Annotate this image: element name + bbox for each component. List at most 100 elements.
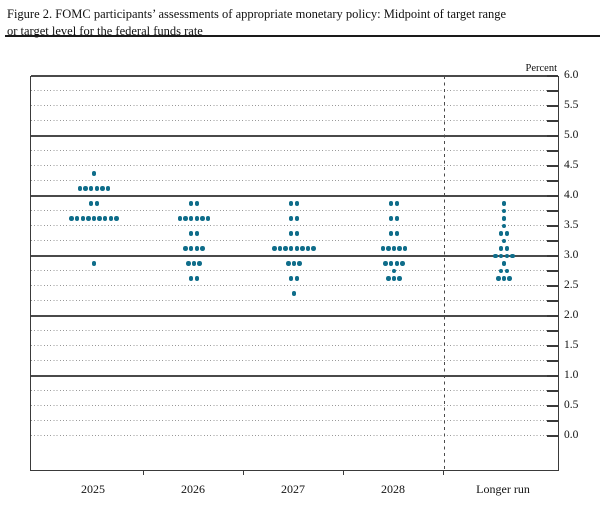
projection-dot-2027-2.875 (297, 261, 302, 266)
projection-dot-2026-3.125 (188, 246, 194, 251)
projection-dot-2026-3.125 (200, 246, 205, 251)
projection-dot-2026-3.625 (188, 216, 194, 221)
projection-dot-2027-3.125 (300, 246, 305, 251)
y-axis-tick-2.75 (547, 270, 558, 272)
y-axis-label-0.5: 0.5 (564, 399, 579, 411)
gridline-solid-1.00 (31, 375, 558, 377)
y-axis-tick-4.00 (547, 195, 558, 197)
gridline-dotted-5.50 (31, 105, 558, 107)
projection-dot-2026-2.875 (191, 261, 197, 266)
gridline-dotted-2.50 (31, 285, 558, 287)
x-axis-boundary-tick (443, 470, 445, 475)
projection-dot-2025-4.125 (83, 186, 88, 191)
projection-dot-longer-run-2.625 (496, 276, 501, 281)
dot-plot-area (30, 75, 559, 471)
x-axis-boundary-tick (143, 470, 145, 475)
projection-dot-2025-3.625 (74, 216, 80, 221)
projection-dot-2027-3.625 (294, 216, 300, 221)
projection-dot-2025-3.625 (80, 216, 86, 221)
gridline-solid-4.00 (31, 195, 558, 197)
y-axis-label-2.5: 2.5 (564, 279, 579, 291)
y-axis-tick-0.00 (547, 435, 558, 437)
projection-dot-2026-3.875 (188, 201, 194, 206)
figure-title: Figure 2. FOMC participants’ assessments… (7, 6, 593, 41)
projection-dot-2026-2.875 (186, 261, 191, 266)
projection-dot-2026-3.125 (194, 246, 200, 251)
projection-dot-2026-3.625 (205, 216, 211, 221)
projection-dot-2027-3.125 (305, 246, 311, 251)
projection-dot-2027-3.625 (288, 216, 294, 221)
projection-dot-2028-3.125 (397, 246, 402, 251)
projection-dot-2025-3.875 (94, 201, 100, 206)
projection-dot-2025-3.625 (91, 216, 97, 221)
projection-dot-2025-4.125 (105, 186, 111, 191)
gridline-dotted-5.75 (31, 90, 558, 92)
projection-dot-2025-4.125 (88, 186, 94, 191)
y-axis-label-3.0: 3.0 (564, 249, 579, 261)
projection-dot-2026-3.375 (194, 231, 200, 236)
x-axis-label-2025: 2025 (81, 482, 105, 496)
gridline-dotted-3.25 (31, 240, 558, 242)
gridline-dotted-2.25 (31, 300, 558, 302)
projection-dot-2027-3.125 (272, 246, 277, 251)
projection-dot-longer-run-3 (493, 253, 498, 259)
y-axis-tick-2.50 (547, 285, 558, 287)
projection-dot-2026-3.625 (194, 216, 200, 221)
y-axis-tick-0.75 (547, 390, 558, 392)
y-axis-tick-1.25 (547, 360, 558, 362)
gridline-solid-6.00 (31, 75, 558, 77)
projection-dot-longer-run-3.25 (501, 238, 507, 244)
gridline-dotted-0.25 (31, 420, 558, 422)
projection-dot-2025-4.125 (100, 186, 105, 191)
y-axis-label-5.5: 5.5 (564, 99, 579, 111)
x-axis-label-2027: 2027 (281, 482, 305, 496)
projection-dot-2025-4.125 (77, 186, 83, 191)
y-axis-label-5.0: 5.0 (564, 129, 579, 141)
projection-dot-longer-run-3.375 (504, 231, 510, 236)
gridline-dotted-2.75 (31, 270, 558, 272)
projection-dot-2027-2.875 (286, 261, 291, 266)
projection-dot-2028-2.625 (386, 276, 391, 281)
projection-dot-2027-2.625 (288, 276, 294, 281)
projection-dot-2027-3.375 (294, 231, 300, 236)
projection-dot-longer-run-3.5 (501, 223, 507, 229)
x-axis-label-2026: 2026 (181, 482, 205, 496)
gridline-dotted-4.75 (31, 150, 558, 152)
y-axis-tick-3.00 (547, 255, 558, 257)
projection-dot-2028-2.875 (383, 261, 388, 266)
projection-dot-2027-2.375 (291, 291, 297, 296)
y-axis-label-3.5: 3.5 (564, 219, 579, 231)
projection-dot-2028-3.125 (402, 246, 408, 251)
projection-dot-2028-3.125 (380, 246, 386, 251)
projection-dot-2025-4.125 (94, 186, 100, 191)
projection-dot-2027-3.125 (277, 246, 283, 251)
projection-dot-2028-2.625 (391, 276, 397, 281)
gridline-solid-2.00 (31, 315, 558, 317)
projection-dot-2026-3.625 (183, 216, 188, 221)
projection-dot-2027-2.875 (291, 261, 297, 266)
figure-title-line2: or target level for the federal funds ra… (7, 24, 203, 39)
projection-dot-2026-2.625 (194, 276, 200, 281)
y-axis-tick-5.75 (547, 90, 558, 92)
y-axis-tick-6.00 (547, 75, 558, 77)
projection-dot-2028-3.875 (388, 201, 394, 206)
projection-dot-2026-3.625 (200, 216, 205, 221)
y-axis-tick-1.00 (547, 375, 558, 377)
projection-dot-2028-3.875 (394, 201, 400, 206)
projection-dot-longer-run-2.625 (507, 276, 512, 281)
gridline-solid-3.00 (31, 255, 558, 257)
y-axis-tick-5.25 (547, 120, 558, 122)
x-axis-label-2028: 2028 (381, 482, 405, 496)
projection-dot-longer-run-2.875 (501, 261, 507, 266)
projection-dot-2025-3.625 (102, 216, 108, 221)
projection-dot-2025-3.875 (88, 201, 94, 206)
projection-dot-2026-3.625 (177, 216, 183, 221)
projection-dot-2026-3.875 (194, 201, 200, 206)
projection-dot-2025-3.625 (108, 216, 114, 221)
y-axis-tick-4.75 (547, 150, 558, 152)
projection-dot-2027-3.125 (311, 246, 316, 251)
y-axis-label-4.0: 4.0 (564, 189, 579, 201)
y-axis-tick-3.50 (547, 225, 558, 227)
gridline-dotted-3.50 (31, 225, 558, 227)
projection-dot-2027-3.875 (294, 201, 300, 206)
